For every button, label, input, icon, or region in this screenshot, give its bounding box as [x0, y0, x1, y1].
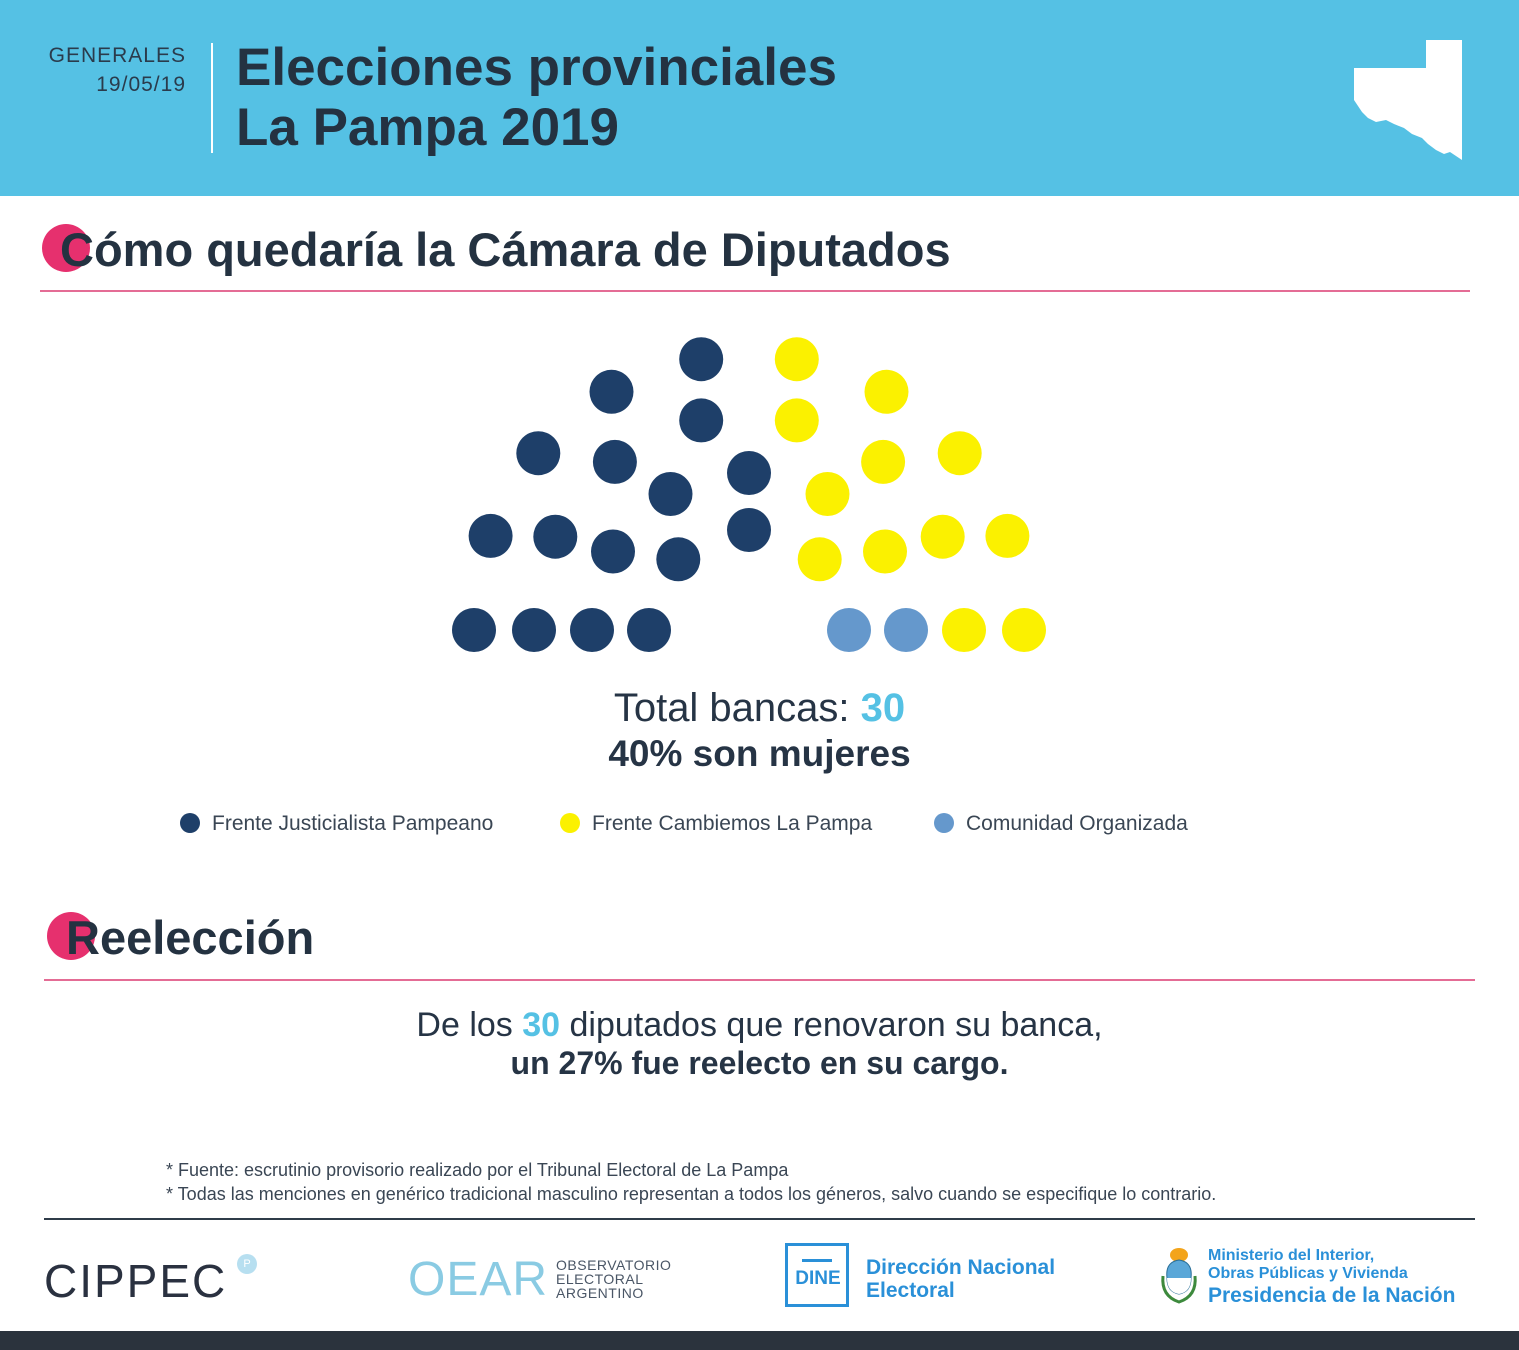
title-line-2: La Pampa 2019: [236, 98, 620, 157]
oear-logo-mark: OEAR: [408, 1253, 549, 1306]
seat-15: [727, 451, 771, 495]
reelection-result: un 27% fue reelecto en su cargo.: [510, 1045, 1009, 1081]
section-divider: [40, 290, 1470, 292]
header-divider: [211, 43, 213, 153]
title-line-1: Elecciones provinciales: [236, 38, 837, 97]
seat-4: [627, 608, 671, 652]
seat-5: [468, 513, 513, 558]
dine-name-line-1: Dirección Nacional: [866, 1256, 1056, 1279]
parliament-chart: [452, 337, 1046, 652]
dine-name: Dirección Nacional Electoral: [866, 1256, 1055, 1302]
total-seats-label: Total bancas:: [613, 686, 850, 730]
seat-9: [656, 537, 701, 582]
seat-23: [937, 431, 982, 476]
seat-22: [797, 537, 842, 582]
seat-28: [942, 608, 986, 652]
ministry-line-1: Ministerio del Interior,: [1208, 1247, 1375, 1264]
chamber-section-title: Cómo quedaría la Cámara de Diputados: [60, 223, 951, 276]
page-title: Elecciones provinciales La Pampa 2019: [236, 38, 837, 158]
oear-logo-text: OBSERVATORIO ELECTORAL ARGENTINO: [556, 1257, 672, 1301]
seat-27: [1002, 608, 1046, 652]
total-seats-value: 30: [860, 686, 906, 730]
dine-logo: DINE: [785, 1243, 849, 1307]
cippec-logo: CIPPEC: [44, 1255, 228, 1307]
seat-20: [805, 472, 850, 516]
legend-label-fcp: Frente Cambiemos La Pampa: [592, 812, 873, 835]
ministry-name: Ministerio del Interior, Obras Públicas …: [1208, 1247, 1408, 1283]
section-bullet: [42, 224, 90, 272]
seat-3: [570, 608, 614, 652]
seat-21: [861, 439, 906, 484]
seat-29: [884, 608, 928, 652]
ministry-line-2: Obras Públicas y Vivienda: [1208, 1265, 1408, 1282]
section-divider: [44, 979, 1475, 981]
section-bullet: [47, 912, 95, 960]
source-note: * Fuente: escrutinio provisorio realizad…: [166, 1160, 789, 1180]
reelection-post: diputados que renovaron su banca,: [569, 1006, 1103, 1044]
footer-bar: [0, 1331, 1519, 1350]
seat-16: [727, 508, 771, 552]
legend-label-fjp: Frente Justicialista Pampeano: [212, 812, 494, 835]
seat-7: [591, 529, 635, 574]
reelection-pre: De los: [416, 1006, 513, 1044]
seat-14: [679, 337, 724, 382]
election-type: GENERALES: [48, 44, 186, 67]
reelection-number: 30: [522, 1006, 561, 1044]
seat-26: [985, 513, 1030, 558]
seat-1: [452, 608, 496, 652]
footer-divider: [44, 1218, 1475, 1220]
seat-17: [774, 337, 819, 382]
seat-13: [679, 398, 724, 443]
legend-dot-fjp: [180, 813, 200, 833]
seat-6: [533, 514, 578, 559]
seat-12: [648, 472, 693, 516]
legend-dot-fcp: [560, 813, 580, 833]
total-seats: Total bancas: 30: [0, 686, 1519, 731]
dine-logo-bar: [802, 1259, 832, 1262]
election-date: 19/05/19: [96, 73, 186, 96]
la-pampa-map-icon: [1354, 40, 1462, 160]
seat-24: [863, 529, 907, 574]
dine-logo-word: DINE: [795, 1268, 841, 1289]
legend-item-co: Comunidad Organizada: [934, 812, 1188, 836]
seat-30: [827, 608, 871, 652]
women-percentage: 40% son mujeres: [608, 733, 911, 774]
seat-18: [774, 398, 819, 443]
seat-8: [516, 431, 561, 476]
presidency-name: Presidencia de la Nación: [1208, 1284, 1456, 1307]
seat-2: [512, 608, 556, 652]
seat-19: [864, 369, 909, 414]
legend-item-fjp: Frente Justicialista Pampeano: [180, 812, 493, 836]
seat-25: [920, 514, 965, 559]
reelection-section-title: Reelección: [66, 911, 315, 964]
seat-10: [592, 439, 637, 484]
dine-name-line-2: Electoral: [866, 1279, 955, 1302]
legend-item-fcp: Frente Cambiemos La Pampa: [560, 812, 872, 836]
national-crest-icon: [1161, 1248, 1197, 1304]
header-banner: GENERALES 19/05/19 Elecciones provincial…: [0, 0, 1519, 196]
gender-note: * Todas las menciones en genérico tradic…: [166, 1184, 1217, 1204]
legend-dot-co: [934, 813, 954, 833]
reelection-statement: De los 30 diputados que renovaron su ban…: [0, 1006, 1519, 1045]
seat-11: [589, 369, 634, 414]
cippec-badge-icon: P: [237, 1254, 257, 1274]
legend-label-co: Comunidad Organizada: [966, 812, 1188, 835]
